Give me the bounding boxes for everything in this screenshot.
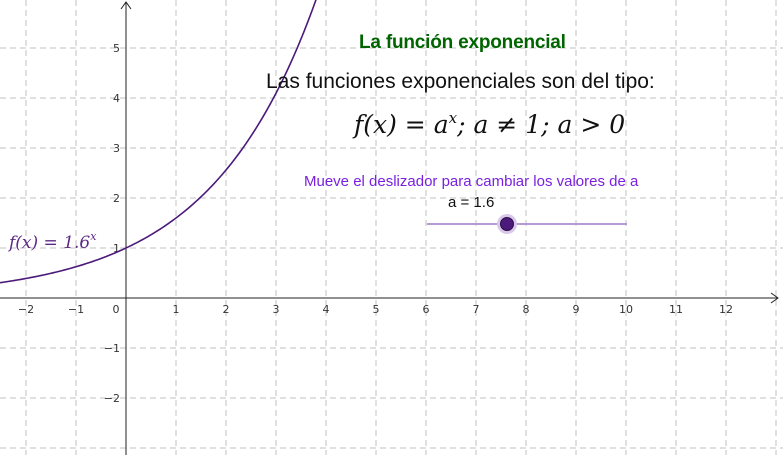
x-tick-labels: −2 −1 0 1 2 3 4 5 6 7 8 9 10 11 12 xyxy=(18,303,733,316)
y-tick-label: 1 xyxy=(113,242,120,255)
x-tick-label: −2 xyxy=(18,303,34,316)
y-axis-arrow-icon xyxy=(120,1,132,10)
formula-text: f(x) = ax; a ≠ 1; a > 0 xyxy=(354,109,625,139)
formula-exponent: x xyxy=(448,109,458,127)
y-tick-label: −2 xyxy=(104,392,120,405)
x-tick-label: 2 xyxy=(223,303,230,316)
x-tick-label: 10 xyxy=(619,303,633,316)
x-tick-label: 6 xyxy=(423,303,430,316)
formula-lhs: f(x) = a xyxy=(354,110,449,139)
x-tick-label: 11 xyxy=(669,303,683,316)
y-tick-label: 4 xyxy=(113,92,120,105)
y-tick-labels: −2 −1 1 2 3 4 5 xyxy=(104,42,120,405)
x-tick-label: 8 xyxy=(523,303,530,316)
y-tick-label: 5 xyxy=(113,42,120,55)
x-tick-label: 3 xyxy=(273,303,280,316)
applet-subtitle: Las funciones exponenciales son del tipo… xyxy=(266,70,655,93)
curve-label: f(x) = 1.6x xyxy=(9,230,96,253)
slider-instruction: Mueve el deslizador para cambiar los val… xyxy=(304,173,639,190)
x-tick-label: 1 xyxy=(173,303,180,316)
slider-knob[interactable] xyxy=(500,217,514,231)
applet-title: La función exponencial xyxy=(359,32,566,53)
curve-label-exponent: x xyxy=(90,230,97,243)
x-tick-label: 5 xyxy=(373,303,380,316)
x-tick-label: 4 xyxy=(323,303,330,316)
x-tick-label: 0 xyxy=(113,303,120,316)
x-axis-arrow-icon xyxy=(770,292,779,304)
exponential-curve[interactable] xyxy=(0,0,318,284)
x-tick-label: 9 xyxy=(573,303,580,316)
x-tick-label: 7 xyxy=(473,303,480,316)
curve-label-base: f(x) = 1.6 xyxy=(9,233,91,253)
y-tick-label: −1 xyxy=(104,342,120,355)
x-tick-label: 12 xyxy=(719,303,733,316)
formula-rhs: ; a ≠ 1; a > 0 xyxy=(457,110,626,139)
y-tick-label: 3 xyxy=(113,142,120,155)
y-tick-label: 2 xyxy=(113,192,120,205)
x-tick-label: −1 xyxy=(68,303,84,316)
slider-value-label: a = 1.6 xyxy=(448,194,495,211)
